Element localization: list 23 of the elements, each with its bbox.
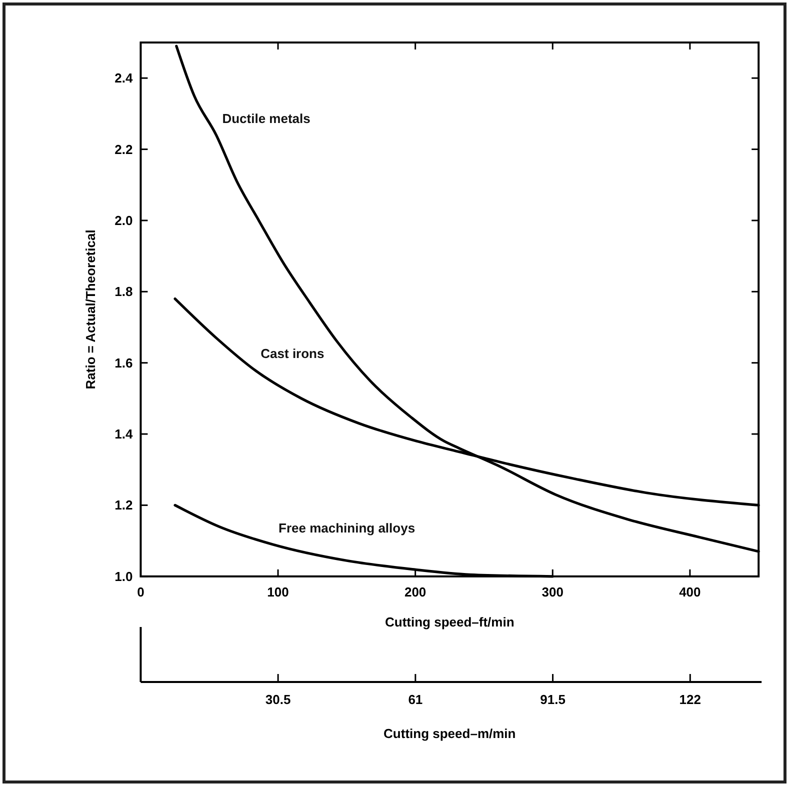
y-tick-label: 2.4	[114, 70, 134, 86]
x-tick-label: 300	[542, 584, 564, 600]
y-tick-label: 2.2	[114, 142, 133, 157]
series-label: Ductile metals	[222, 111, 310, 126]
x-tick-label: 400	[679, 584, 701, 600]
y-tick-label: 1.0	[114, 568, 133, 584]
x2-tick-label: 61	[408, 692, 423, 707]
x-tick-label: 100	[267, 584, 289, 600]
series-label: Free machining alloys	[278, 520, 416, 536]
y-tick-label: 1.8	[114, 284, 133, 300]
y-tick-label: 1.4	[114, 426, 134, 442]
series-label: Cast irons	[260, 346, 324, 361]
x2-tick-label: 30.5	[265, 692, 291, 707]
x2-tick-label: 122	[679, 692, 701, 707]
x-axis-title: Cutting speed–ft/min	[385, 614, 514, 630]
x2-axis-title: Cutting speed–m/min	[384, 726, 516, 741]
y-tick-label: 1.6	[114, 355, 133, 370]
x2-tick-label: 91.5	[540, 692, 566, 707]
x-tick-label: 0	[137, 584, 144, 600]
x-tick-label: 200	[404, 584, 426, 600]
y-tick-label: 1.2	[114, 498, 133, 513]
y-tick-label: 2.0	[114, 212, 133, 228]
y-axis-title: Ratio = Actual/Theoretical	[83, 230, 98, 390]
